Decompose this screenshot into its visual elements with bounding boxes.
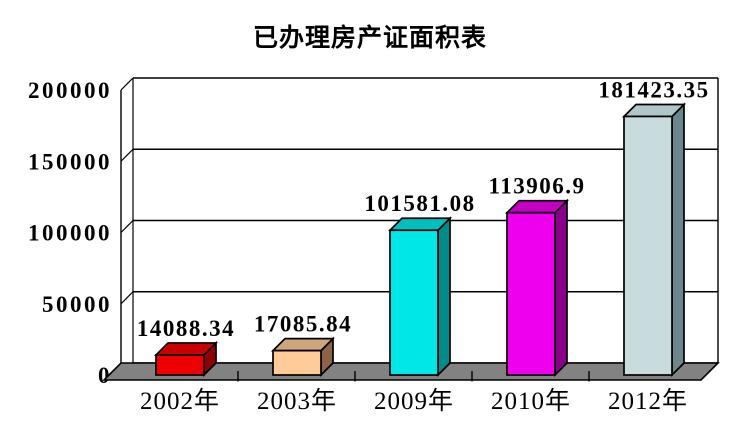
bar-2012年 [621, 102, 687, 378]
bar-side-face [437, 216, 451, 378]
bar-top-face [153, 342, 219, 356]
bar-front-face [272, 349, 322, 376]
bar-top-face [621, 103, 687, 118]
bar-top-face [504, 199, 570, 214]
bar-2003年 [270, 336, 336, 378]
bar-side-face [671, 102, 685, 378]
x-tick-label: 2012年 [608, 387, 688, 415]
bar-front-face [389, 229, 439, 376]
bar-value-label: 17085.84 [254, 312, 352, 337]
y-axis-tick [120, 291, 134, 305]
x-tick-label: 2009年 [374, 387, 454, 415]
y-tick-label: 150000 [28, 149, 112, 174]
bar-top-face [387, 217, 453, 232]
x-tick-label: 2003年 [257, 387, 337, 415]
y-axis-tick [120, 220, 134, 233]
y-axis-tick [120, 148, 134, 162]
bar-2010年 [504, 198, 570, 378]
bar-value-label: 181423.35 [598, 77, 709, 102]
bar-value-label: 101581.08 [364, 191, 475, 216]
bar-side-face [554, 198, 568, 378]
y-tick-label: 100000 [28, 221, 112, 246]
bar-2009年 [387, 216, 453, 378]
y-tick-label: 0 [98, 363, 112, 388]
bar-value-label: 14088.34 [137, 316, 235, 341]
bar-top-face [270, 337, 336, 352]
bar-value-label: 113906.9 [489, 174, 586, 199]
y-tick-label: 200000 [28, 78, 112, 103]
chart-title: 已办理房产证面积表 [252, 24, 487, 52]
x-tick-label: 2010年 [491, 387, 571, 415]
y-tick-label: 50000 [42, 292, 112, 317]
bar-front-face [155, 354, 205, 376]
bar-2002年 [153, 340, 219, 378]
bar-front-face [506, 211, 556, 376]
x-tick-label: 2002年 [140, 387, 220, 415]
bar-front-face [623, 115, 673, 376]
y-axis-tick [120, 77, 134, 91]
